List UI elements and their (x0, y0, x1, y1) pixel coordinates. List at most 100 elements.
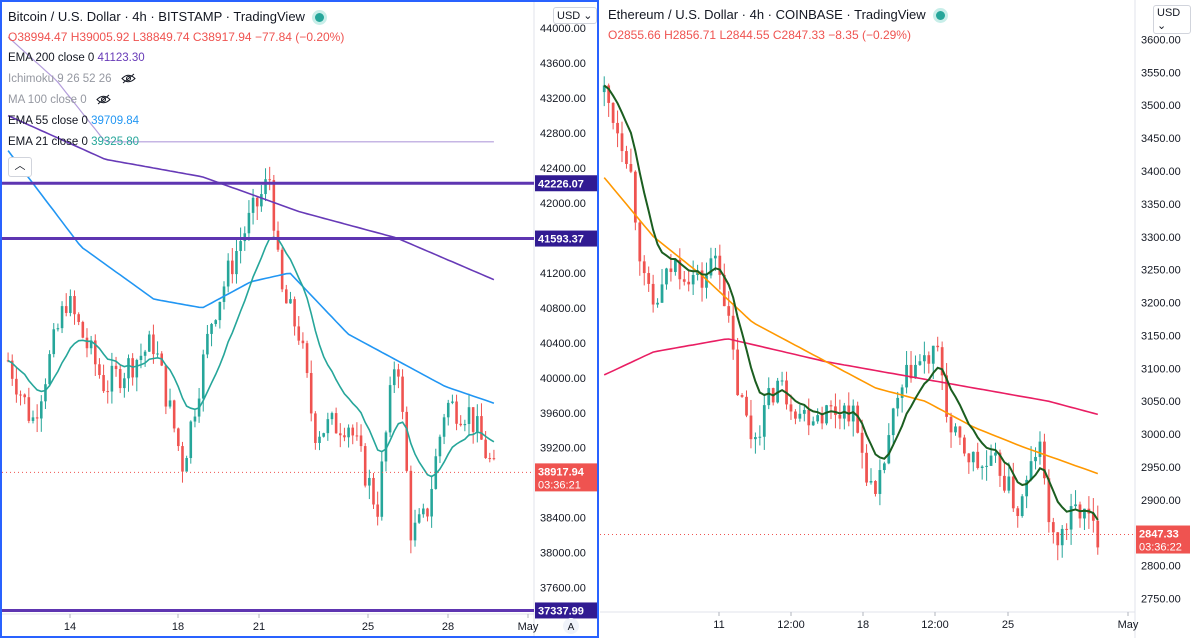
price-tick-label: 3300.00 (1141, 232, 1181, 244)
indicator-ema55[interactable]: EMA 55 close 0 39709.84 (8, 111, 344, 132)
candle-body (289, 299, 292, 304)
price-tick-label: 3050.00 (1141, 396, 1181, 408)
eth-symbol-title[interactable]: Ethereum / U.S. Dollar · 4h · COINBASE ·… (608, 4, 945, 25)
candle-body (918, 361, 922, 365)
candle-body (714, 255, 717, 259)
last-price-label: 2847.33 (1139, 529, 1179, 541)
candle-body (201, 354, 205, 399)
candle-body (1016, 508, 1020, 517)
candle-body (865, 452, 868, 483)
btc-chart-canvas[interactable]: 44000.00 43600.00 43200.00 42800.00 42400.00… (2, 2, 599, 638)
price-tick-label: 2950.00 (1141, 462, 1181, 474)
candle-body (123, 378, 126, 389)
candle-body (767, 388, 771, 406)
candle-body (52, 329, 56, 355)
candle-body (638, 222, 642, 262)
candle-body (856, 405, 860, 433)
candle-body (869, 480, 873, 483)
eth-currency-select[interactable]: USD ⌄ (1153, 5, 1191, 34)
candle-body (1038, 441, 1042, 457)
candle-body (193, 416, 197, 422)
candle-body (77, 314, 80, 322)
btc-low: L38849.74 (132, 30, 190, 44)
candle-body (1047, 478, 1051, 523)
time-tick-label: 28 (442, 621, 454, 633)
btc-symbol-title[interactable]: Bitcoin / U.S. Dollar · 4h · BITSTAMP · … (8, 6, 344, 27)
price-tick-label: 39200.00 (540, 443, 586, 455)
candle-body (1043, 441, 1046, 479)
candle-body (625, 151, 628, 165)
chevron-up-icon: ︿ (14, 160, 26, 172)
candle-body (971, 451, 975, 463)
candle-body (239, 241, 242, 252)
candle-body (484, 439, 487, 459)
level-price-badge (535, 230, 597, 247)
btc-high: H39005.92 (70, 30, 130, 44)
candle-body (359, 435, 363, 447)
ema55-line (7, 150, 495, 404)
eye-hidden-icon[interactable] (121, 73, 136, 85)
indicator-ma100[interactable]: MA 100 close 0 (8, 90, 344, 111)
candle-body (384, 432, 388, 462)
candle-body (994, 452, 997, 456)
candle-body (936, 345, 940, 348)
candle-body (811, 421, 815, 426)
candle-body (285, 289, 288, 304)
candle-body (651, 283, 655, 305)
collapse-legend-button[interactable]: ︿ (8, 157, 32, 177)
candle-body (1007, 476, 1011, 491)
candle-body (989, 455, 993, 466)
candle-body (372, 477, 375, 505)
candle-body (665, 268, 668, 285)
candle-body (455, 401, 458, 424)
candle-body (380, 461, 384, 517)
candle-body (102, 375, 105, 392)
eth-ohlc: O2855.66 H2856.71 L2844.55 C2847.33 −8.3… (608, 25, 945, 46)
indicator-ema21[interactable]: EMA 21 close 0 39325.80 (8, 132, 344, 153)
price-tick-label: 2800.00 (1141, 561, 1181, 573)
candle-body (1056, 532, 1060, 546)
price-tick-label: 3000.00 (1141, 429, 1181, 441)
ma-slow-line (603, 338, 1099, 416)
candle-body (807, 409, 811, 426)
candle-body (1011, 476, 1015, 509)
price-tick-label: 43600.00 (540, 58, 586, 70)
candle-body (727, 306, 731, 316)
eye-hidden-icon[interactable] (96, 94, 111, 106)
candle-body (463, 424, 467, 426)
candle-body (829, 405, 833, 407)
indicator-ichimoku[interactable]: Ichimoku 9 26 52 26 (8, 69, 344, 90)
time-tick-label: 25 (362, 621, 374, 633)
time-tick-label: 18 (857, 619, 869, 631)
eth-chart-panel[interactable]: 3600.00 3550.00 3500.00 3450.00 3400.00 3350.… (600, 0, 1191, 638)
candle-body (762, 405, 766, 437)
candle-body (89, 340, 93, 349)
price-tick-label: 42400.00 (540, 163, 586, 175)
candle-body (280, 249, 284, 290)
candle-body (168, 400, 172, 407)
candle-body (347, 427, 350, 438)
candle-body (127, 358, 130, 379)
candle-body (820, 415, 824, 424)
candle-body (722, 274, 726, 307)
candle-body (301, 340, 305, 344)
price-tick-label: 3250.00 (1141, 265, 1181, 277)
time-tick-label: 12:00 (777, 619, 805, 631)
candle-body (682, 279, 686, 282)
last-price-label: 38917.94 (538, 466, 585, 478)
candle-body (376, 504, 379, 517)
btc-currency-select[interactable]: USD ⌄ (553, 7, 597, 24)
candle-body (963, 437, 966, 454)
candle-body (602, 85, 606, 93)
btc-chart-panel[interactable]: 44000.00 43600.00 43200.00 42800.00 42400.00… (0, 0, 599, 638)
candle-body (976, 451, 980, 468)
candle-body (673, 259, 677, 272)
candle-body (305, 343, 309, 374)
eth-chart-canvas[interactable]: 3600.00 3550.00 3500.00 3450.00 3400.00 3350.… (600, 0, 1191, 638)
indicator-ema200[interactable]: EMA 200 close 0 41123.30 (8, 48, 344, 69)
candle-body (426, 508, 429, 517)
ema200-label: EMA 200 close 0 (8, 52, 95, 64)
candle-body (700, 270, 704, 288)
price-tick-label: 3450.00 (1141, 133, 1181, 145)
candle-body (118, 369, 122, 389)
